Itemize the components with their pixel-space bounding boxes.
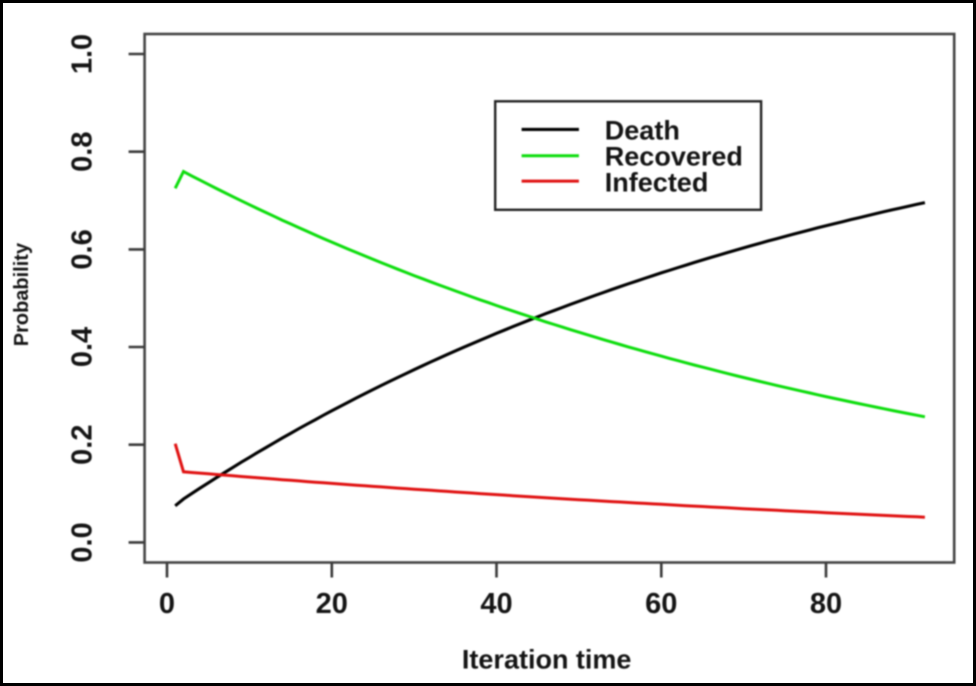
- svg-text:0.6: 0.6: [67, 229, 99, 269]
- svg-text:80: 80: [810, 588, 842, 620]
- svg-text:Death: Death: [605, 116, 680, 146]
- svg-text:0.0: 0.0: [67, 522, 99, 562]
- svg-text:Probability: Probability: [11, 242, 33, 346]
- svg-text:Infected: Infected: [605, 167, 709, 197]
- svg-text:40: 40: [480, 588, 512, 620]
- svg-text:0.8: 0.8: [67, 132, 99, 172]
- svg-text:60: 60: [645, 588, 677, 620]
- svg-text:1.0: 1.0: [67, 34, 99, 74]
- svg-text:Recovered: Recovered: [605, 141, 743, 171]
- svg-text:0.4: 0.4: [67, 327, 99, 367]
- svg-text:Iteration time: Iteration time: [462, 645, 632, 675]
- svg-text:0.2: 0.2: [67, 425, 99, 465]
- svg-text:20: 20: [316, 588, 348, 620]
- svg-text:0: 0: [159, 588, 175, 620]
